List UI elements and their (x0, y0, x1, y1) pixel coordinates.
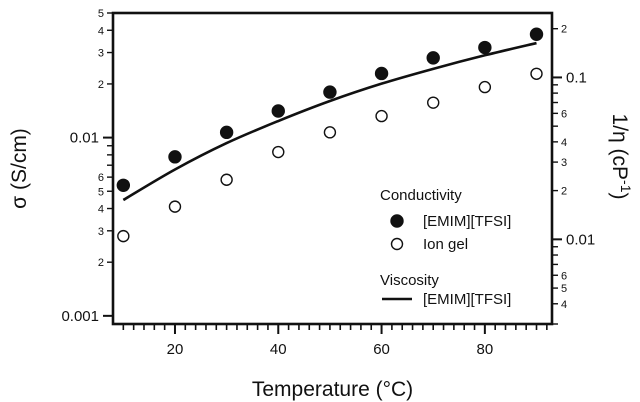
y-axis-label: σ (S/cm) (8, 128, 31, 209)
x-tick-label: 60 (373, 341, 390, 358)
y2-axis-label: 1/η (cP-1) (608, 114, 634, 200)
y-minor-tick-label: 2 (98, 79, 104, 91)
point-emim-tfsi (529, 27, 544, 41)
y2-minor-tick-label: 4 (561, 137, 567, 149)
legend-entry-ion-gel: Ion gel (423, 236, 468, 253)
point-emim-tfsi (374, 66, 389, 81)
y-minor-tick-label: 4 (98, 25, 104, 37)
x-axis-label: Temperature (°C) (252, 378, 413, 401)
y-tick-label: 0.001 (61, 308, 99, 325)
legend-entry-emim-tfsi-conductivity: [EMIM][TFSI] (423, 213, 511, 230)
x-tick-label: 40 (270, 341, 287, 358)
plot-area (111, 11, 554, 326)
y-tick-label: 0.01 (70, 130, 99, 147)
legend-marker-open-circle (390, 237, 404, 251)
y2-minor-tick-label: 2 (561, 186, 567, 198)
y2-minor-tick-label: 3 (561, 157, 567, 169)
point-emim-tfsi (219, 125, 234, 140)
point-ion-gel (272, 145, 285, 159)
data-marks (116, 27, 544, 243)
point-ion-gel (168, 200, 182, 213)
point-emim-tfsi (271, 104, 285, 118)
point-emim-tfsi (478, 40, 492, 55)
point-emim-tfsi (323, 85, 337, 99)
point-ion-gel (375, 109, 388, 123)
point-ion-gel (427, 96, 440, 109)
point-ion-gel (530, 67, 543, 80)
y-minor-tick-label: 2 (98, 257, 104, 269)
point-ion-gel (478, 80, 492, 94)
legend: Conductivity [EMIM][TFSI] Ion gel Viscos… (380, 187, 511, 308)
point-emim-tfsi (168, 150, 182, 164)
point-emim-tfsi (426, 51, 440, 65)
y-minor-tick-label: 6 (98, 172, 104, 184)
legend-marker-filled-circle (390, 214, 404, 228)
legend-group-viscosity: Viscosity (380, 272, 439, 289)
y2-minor-tick-label: 4 (561, 299, 567, 311)
y2-minor-tick-label: 6 (561, 108, 567, 120)
viscosity-line (122, 41, 537, 202)
y2-tick-label: 0.01 (566, 231, 595, 248)
axes: 20 40 60 800.0010.012345623450.010.14562346… (61, 8, 595, 358)
y2-axis-label-main: 1/η (cP (608, 114, 631, 181)
y-minor-tick-label: 3 (98, 226, 104, 238)
point-ion-gel (323, 126, 337, 139)
plot-frame (111, 11, 554, 326)
y-minor-tick-label: 5 (98, 8, 104, 20)
y-minor-tick-label: 4 (98, 204, 104, 216)
y2-axis-label-tail: ) (608, 192, 631, 199)
point-ion-gel (117, 229, 130, 243)
y2-minor-tick-label: 2 (561, 24, 567, 36)
legend-group-conductivity: Conductivity (380, 187, 462, 204)
y2-minor-tick-label: 6 (561, 270, 567, 282)
y2-tick-label: 0.1 (566, 69, 587, 86)
x-tick-label: 80 (477, 341, 494, 358)
point-ion-gel (220, 173, 233, 186)
y2-minor-tick-label: 5 (561, 283, 567, 295)
y-minor-tick-label: 3 (98, 48, 104, 60)
point-emim-tfsi (116, 178, 131, 192)
y-minor-tick-label: 5 (98, 186, 104, 198)
y2-axis-label-sup: -1 (618, 180, 634, 193)
legend-entry-emim-tfsi-viscosity: [EMIM][TFSI] (423, 291, 511, 308)
x-tick-label: 20 (167, 341, 184, 358)
